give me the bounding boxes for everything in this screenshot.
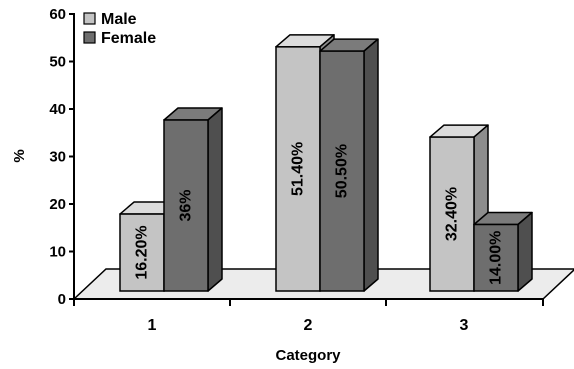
data-label: 32.40% bbox=[444, 187, 461, 241]
y-tick-label: 30 bbox=[49, 149, 66, 166]
y-tick-label: 60 bbox=[49, 6, 66, 23]
legend-swatch bbox=[83, 31, 96, 44]
legend-label: Male bbox=[101, 11, 137, 28]
data-label: 51.40% bbox=[290, 142, 307, 196]
y-tick-label: 10 bbox=[49, 244, 66, 261]
legend-label: Female bbox=[101, 30, 156, 47]
legend: Male Female bbox=[83, 11, 156, 47]
bar-female bbox=[163, 107, 223, 292]
x-axis-ticks: 1 2 3 bbox=[73, 299, 544, 334]
data-label: 50.50% bbox=[334, 144, 351, 198]
data-label: 14.00% bbox=[488, 231, 505, 285]
y-tick-label: 20 bbox=[49, 196, 66, 213]
y-tick-label: 40 bbox=[49, 101, 66, 118]
data-label: 36% bbox=[178, 189, 195, 221]
y-tick-label: 50 bbox=[49, 54, 66, 71]
y-tick-label: 0 bbox=[58, 291, 66, 308]
legend-swatch bbox=[83, 12, 96, 25]
bar-female bbox=[473, 211, 533, 292]
y-axis-title: % bbox=[11, 149, 28, 162]
bars: 16.20% 36% 51.40% 50.50% 32.40% 14.00% bbox=[119, 34, 533, 292]
data-label: 16.20% bbox=[134, 225, 151, 279]
x-axis-title: Category bbox=[275, 347, 341, 364]
x-tick-label: 1 bbox=[148, 317, 157, 334]
x-tick-label: 2 bbox=[304, 317, 313, 334]
y-axis-ticks: 0 10 20 30 40 50 60 bbox=[49, 6, 74, 308]
bar-female bbox=[319, 38, 379, 292]
x-tick-label: 3 bbox=[460, 317, 469, 334]
